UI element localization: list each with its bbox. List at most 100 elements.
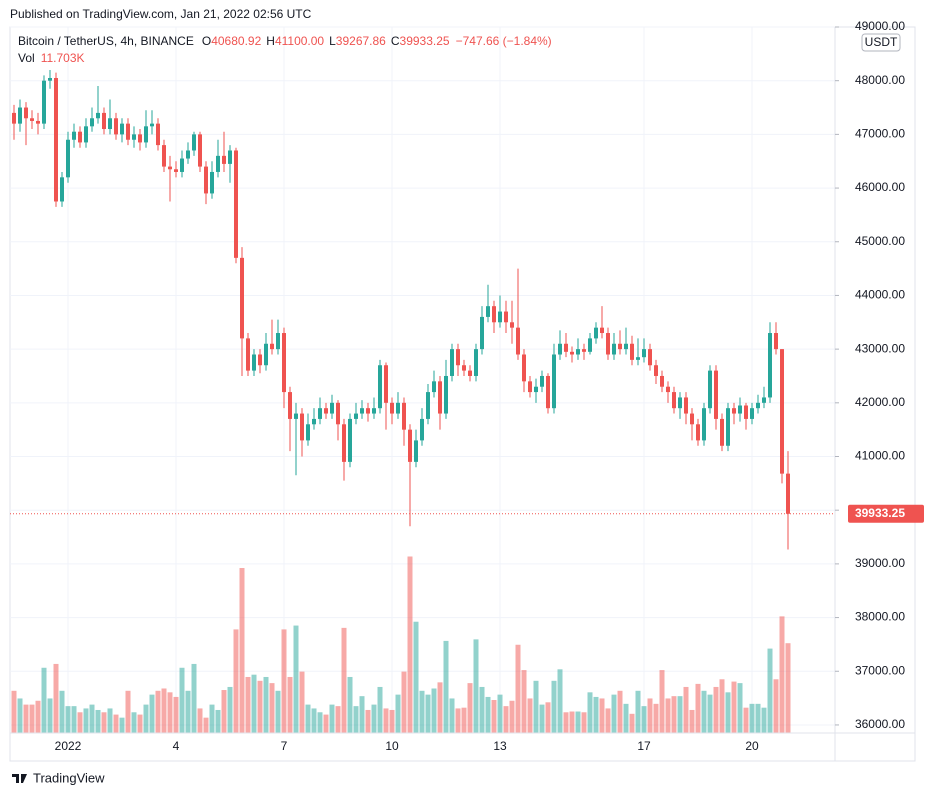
- volume-bar: [323, 714, 329, 733]
- candle-body: [654, 365, 658, 376]
- y-tick-label: 36000.00: [855, 717, 905, 731]
- volume-bar: [137, 714, 143, 733]
- volume-bar: [11, 690, 17, 733]
- candle-body: [270, 343, 274, 350]
- volume-bar: [227, 686, 233, 733]
- candle-body: [258, 354, 262, 366]
- candle-body: [564, 343, 568, 352]
- volume-bar: [557, 669, 563, 733]
- candle-body: [426, 392, 430, 419]
- volume-bar: [611, 694, 617, 733]
- candle-body: [642, 349, 646, 358]
- candle-body: [444, 375, 448, 414]
- volume-bar: [341, 627, 347, 733]
- volume-bar: [113, 714, 119, 733]
- y-tick-label: 43000.00: [855, 341, 905, 355]
- candle-body: [204, 166, 208, 194]
- candle-body: [390, 402, 394, 414]
- volume-bar: [785, 643, 791, 733]
- y-tick-label: 46000.00: [855, 180, 905, 194]
- volume-bar: [383, 708, 389, 733]
- volume-bar: [617, 690, 623, 733]
- volume-bar: [773, 679, 779, 733]
- volume-bar: [479, 686, 485, 733]
- candle-body: [276, 333, 280, 350]
- currency: USDT: [865, 35, 898, 49]
- candle-body: [582, 349, 586, 352]
- volume-bar: [317, 712, 323, 733]
- volume-bar: [389, 709, 395, 733]
- volume-bar: [539, 704, 545, 733]
- x-tick-label: 2022: [55, 739, 82, 753]
- candle-body: [120, 123, 124, 135]
- candle-body: [684, 397, 688, 414]
- candle-body: [774, 333, 778, 350]
- candle-body: [696, 424, 700, 441]
- y-tick-label: 48000.00: [855, 73, 905, 87]
- candle-body: [24, 107, 28, 119]
- volume-bar: [527, 698, 533, 733]
- volume-bar: [701, 690, 707, 733]
- volume-bar: [269, 683, 275, 733]
- x-tick-label: 17: [637, 739, 651, 753]
- candle-body: [156, 123, 160, 146]
- candle-body: [336, 402, 340, 425]
- candle-body: [378, 365, 382, 409]
- volume-bar: [749, 703, 755, 733]
- candle-body: [636, 357, 640, 360]
- candle-body: [324, 408, 328, 414]
- volume-bar: [17, 698, 23, 733]
- volume-bar: [647, 698, 653, 733]
- candle-body: [672, 392, 676, 409]
- volume-bar: [503, 706, 509, 733]
- candle-body: [180, 158, 184, 172]
- last-price-box: [848, 504, 924, 523]
- volume-bar: [203, 717, 209, 733]
- volume-bar: [353, 706, 359, 733]
- volume-bar: [233, 629, 239, 733]
- candle-body: [84, 126, 88, 143]
- volume-bar: [173, 696, 179, 733]
- volume-bar: [671, 696, 677, 733]
- candle-body: [312, 418, 316, 425]
- volume-bar: [245, 676, 251, 733]
- volume-bar: [179, 667, 185, 733]
- candle-body: [342, 424, 346, 462]
- volume-bar: [347, 676, 353, 733]
- candle-layer: [10, 69, 835, 550]
- volume-bar: [731, 681, 737, 733]
- volume-bar: [449, 698, 455, 733]
- currency-box[interactable]: [861, 33, 901, 52]
- volume-bar: [515, 644, 521, 733]
- brand: TradingView: [12, 770, 105, 785]
- candle-body: [576, 349, 580, 355]
- candle-body: [96, 112, 100, 119]
- candle-body: [594, 327, 598, 339]
- candle-body: [114, 118, 118, 135]
- volume-bar: [665, 698, 671, 733]
- volume-bar: [653, 703, 659, 733]
- y-tick-label: 49000.00: [855, 19, 905, 33]
- candle-body: [234, 150, 238, 258]
- candle-body: [216, 155, 220, 172]
- legend-key: O: [202, 34, 211, 48]
- candle-body: [372, 408, 376, 414]
- candle-body: [240, 257, 244, 339]
- candle-body: [600, 327, 604, 334]
- candle-body: [540, 375, 544, 387]
- candle-body: [630, 343, 634, 360]
- volume-bar: [155, 690, 161, 733]
- volume-bar: [737, 683, 743, 733]
- volume-bar: [407, 556, 413, 733]
- volume-bar: [359, 696, 365, 733]
- candle-body: [588, 338, 592, 352]
- candle-body: [450, 349, 454, 376]
- candle-body: [612, 343, 616, 355]
- volume-bar: [707, 694, 713, 733]
- volume-bar: [623, 703, 629, 733]
- candle-body: [462, 365, 466, 371]
- candle-body: [186, 150, 190, 159]
- candle-body: [384, 365, 388, 403]
- candle-body: [414, 440, 418, 462]
- candle-body: [174, 169, 178, 172]
